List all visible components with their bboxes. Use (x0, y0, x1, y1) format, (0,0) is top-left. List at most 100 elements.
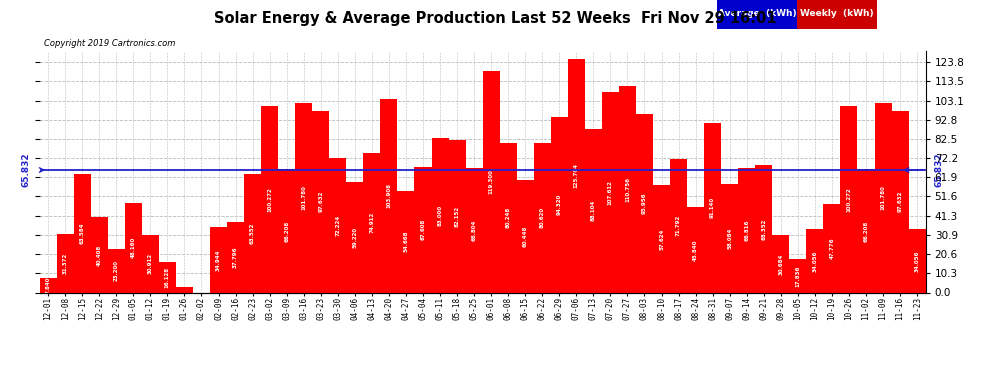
Bar (176, 287, 193, 292)
Text: 63.584: 63.584 (80, 223, 85, 244)
Bar (415, 167, 432, 292)
Bar (295, 103, 312, 292)
Text: 65.832: 65.832 (22, 153, 31, 188)
Text: 82.152: 82.152 (454, 206, 459, 226)
Text: 107.612: 107.612 (608, 180, 613, 205)
Text: 103.908: 103.908 (386, 183, 391, 209)
Bar (721, 184, 739, 292)
Bar (602, 92, 619, 292)
Text: 63.552: 63.552 (250, 223, 255, 244)
Bar (448, 140, 465, 292)
Text: 59.220: 59.220 (352, 227, 357, 248)
Bar (841, 106, 857, 292)
Text: 17.836: 17.836 (795, 265, 800, 286)
Bar (483, 70, 500, 292)
Bar (670, 159, 687, 292)
Text: 47.776: 47.776 (830, 237, 835, 259)
Bar (158, 262, 176, 292)
Text: 101.780: 101.780 (301, 185, 306, 210)
Bar (755, 165, 772, 292)
FancyBboxPatch shape (797, 0, 877, 29)
Text: 119.300: 119.300 (489, 169, 494, 194)
Text: 100.272: 100.272 (267, 187, 272, 211)
Text: 80.620: 80.620 (540, 207, 545, 228)
Text: 125.704: 125.704 (574, 163, 579, 188)
Bar (739, 168, 755, 292)
Text: 94.320: 94.320 (556, 194, 561, 215)
Text: 66.816: 66.816 (744, 220, 749, 241)
Text: 101.780: 101.780 (880, 185, 885, 210)
Text: 37.796: 37.796 (233, 247, 238, 268)
Text: Solar Energy & Average Production Last 52 Weeks  Fri Nov 29 16:01: Solar Energy & Average Production Last 5… (214, 11, 776, 26)
Text: 67.608: 67.608 (421, 219, 426, 240)
Text: 66.804: 66.804 (471, 220, 476, 241)
Bar (550, 117, 568, 292)
Text: 7.840: 7.840 (46, 276, 50, 294)
Text: 68.352: 68.352 (761, 218, 766, 240)
Text: 66.208: 66.208 (863, 220, 868, 242)
Bar (704, 123, 721, 292)
Text: 83.000: 83.000 (438, 205, 443, 226)
Bar (210, 228, 227, 292)
Text: 97.632: 97.632 (318, 191, 324, 212)
Bar (278, 170, 295, 292)
Text: 34.056: 34.056 (915, 250, 920, 272)
Bar (857, 170, 874, 292)
Text: 60.448: 60.448 (523, 226, 528, 247)
Bar (568, 58, 585, 292)
Bar (312, 111, 330, 292)
Text: 45.840: 45.840 (693, 239, 698, 261)
Text: 72.224: 72.224 (336, 215, 341, 236)
Bar (363, 153, 380, 292)
Bar (330, 158, 346, 292)
Bar (619, 86, 636, 292)
Text: 110.756: 110.756 (625, 177, 630, 202)
Text: 57.624: 57.624 (659, 228, 664, 250)
Bar (108, 249, 125, 292)
Text: 40.408: 40.408 (97, 244, 102, 266)
Text: 80.248: 80.248 (506, 207, 511, 228)
Bar (500, 143, 517, 292)
Text: 30.912: 30.912 (148, 253, 152, 274)
Bar (789, 260, 807, 292)
Text: 71.792: 71.792 (676, 215, 681, 236)
Bar (687, 207, 704, 292)
Bar (261, 106, 278, 292)
Bar (807, 229, 824, 292)
FancyBboxPatch shape (718, 0, 797, 29)
Bar (142, 235, 158, 292)
Text: 65.832: 65.832 (935, 153, 943, 188)
Text: 100.272: 100.272 (846, 187, 851, 211)
Text: 48.160: 48.160 (131, 237, 136, 258)
Text: 34.056: 34.056 (813, 250, 818, 272)
Bar (534, 142, 550, 292)
Text: 54.668: 54.668 (404, 231, 409, 252)
Bar (772, 236, 789, 292)
Text: 88.104: 88.104 (591, 200, 596, 221)
Bar (227, 222, 245, 292)
Text: 97.632: 97.632 (898, 191, 903, 212)
Bar (824, 204, 841, 292)
Bar (346, 182, 363, 292)
Bar (432, 138, 448, 292)
Text: 74.912: 74.912 (369, 212, 374, 233)
Text: 30.684: 30.684 (778, 253, 783, 274)
Bar (56, 234, 73, 292)
Bar (517, 180, 534, 292)
Bar (909, 229, 926, 292)
Text: Weekly  (kWh): Weekly (kWh) (800, 9, 874, 18)
Bar (380, 99, 397, 292)
Text: Average  (kWh): Average (kWh) (718, 9, 797, 18)
Bar (40, 278, 56, 292)
Text: 23.200: 23.200 (114, 260, 119, 281)
Text: 58.084: 58.084 (728, 228, 733, 249)
Bar (245, 174, 261, 292)
Bar (91, 217, 108, 292)
Text: 31.372: 31.372 (62, 253, 67, 274)
Text: 16.128: 16.128 (165, 267, 170, 288)
Bar (73, 174, 91, 292)
Text: 34.944: 34.944 (216, 249, 221, 271)
Bar (892, 111, 909, 292)
Text: 66.208: 66.208 (284, 220, 289, 242)
Bar (874, 103, 892, 292)
